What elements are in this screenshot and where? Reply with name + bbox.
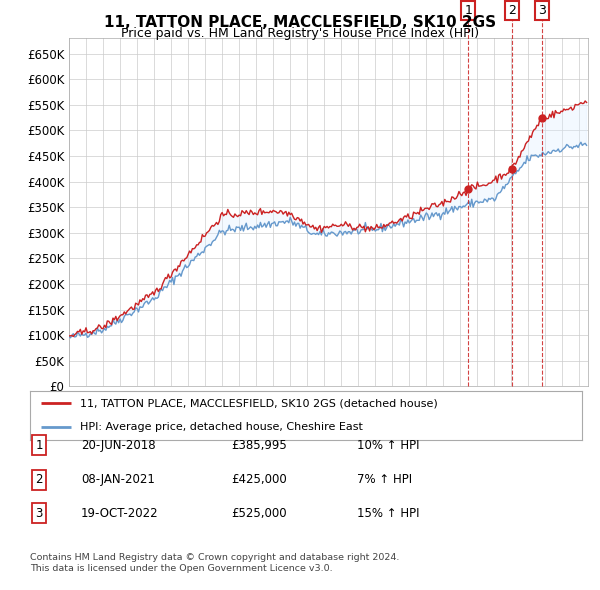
- Text: 2: 2: [35, 473, 43, 486]
- Text: Contains HM Land Registry data © Crown copyright and database right 2024.
This d: Contains HM Land Registry data © Crown c…: [30, 553, 400, 573]
- Text: 19-OCT-2022: 19-OCT-2022: [81, 507, 158, 520]
- Text: 2: 2: [508, 4, 516, 17]
- Text: 08-JAN-2021: 08-JAN-2021: [81, 473, 155, 486]
- Text: 7% ↑ HPI: 7% ↑ HPI: [357, 473, 412, 486]
- Text: 3: 3: [35, 507, 43, 520]
- Text: 3: 3: [538, 4, 546, 17]
- Text: HPI: Average price, detached house, Cheshire East: HPI: Average price, detached house, Ches…: [80, 422, 362, 432]
- Text: £425,000: £425,000: [231, 473, 287, 486]
- Text: 1: 1: [35, 439, 43, 452]
- Text: 20-JUN-2018: 20-JUN-2018: [81, 439, 155, 452]
- Text: 15% ↑ HPI: 15% ↑ HPI: [357, 507, 419, 520]
- Text: £385,995: £385,995: [231, 439, 287, 452]
- Text: 11, TATTON PLACE, MACCLESFIELD, SK10 2GS (detached house): 11, TATTON PLACE, MACCLESFIELD, SK10 2GS…: [80, 398, 437, 408]
- Text: 10% ↑ HPI: 10% ↑ HPI: [357, 439, 419, 452]
- Text: 1: 1: [464, 4, 472, 17]
- Text: Price paid vs. HM Land Registry's House Price Index (HPI): Price paid vs. HM Land Registry's House …: [121, 27, 479, 40]
- Text: £525,000: £525,000: [231, 507, 287, 520]
- Text: 11, TATTON PLACE, MACCLESFIELD, SK10 2GS: 11, TATTON PLACE, MACCLESFIELD, SK10 2GS: [104, 15, 496, 30]
